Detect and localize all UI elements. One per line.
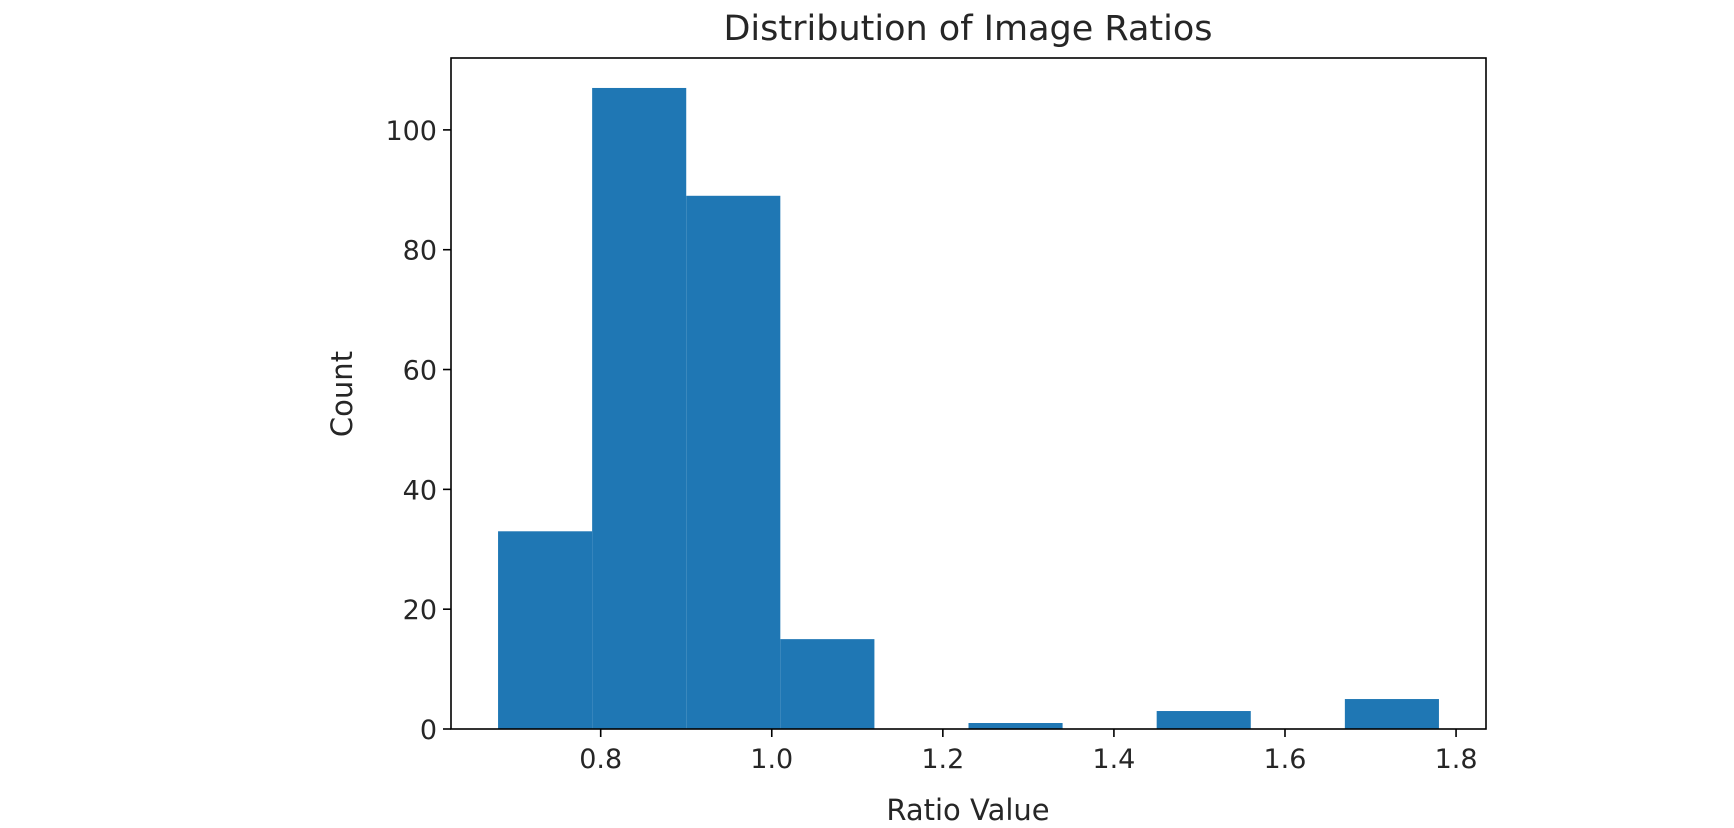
histogram-bar-6: [968, 723, 1063, 729]
x-axis-label: Ratio Value: [886, 793, 1049, 827]
histogram-bar-3: [686, 195, 781, 730]
x-tick-label: 1.8: [1435, 744, 1478, 775]
histogram-bar-4: [780, 639, 875, 729]
y-tick-label: 80: [403, 236, 437, 267]
x-tick-label: 1.4: [1092, 744, 1135, 775]
x-tick-label: 1.0: [750, 744, 793, 775]
x-tick-label: 1.6: [1264, 744, 1307, 775]
x-tick-label: 0.8: [579, 744, 622, 775]
x-tick-label: 1.2: [921, 744, 964, 775]
x-axis-ticks: 0.8 1.0 1.2 1.4 1.6 1.8: [579, 729, 1478, 775]
bars-group: [498, 87, 1439, 730]
histogram-bar-10: [1344, 699, 1439, 729]
plot-frame: [450, 57, 1487, 730]
y-tick-label: 100: [385, 116, 437, 147]
y-tick-label: 60: [403, 356, 437, 387]
y-tick-label: 40: [403, 475, 437, 506]
y-tick-label: 20: [403, 595, 437, 626]
y-tick-label: 0: [420, 715, 437, 746]
y-axis-label: Count: [325, 351, 359, 437]
histogram-bar-8: [1156, 711, 1251, 729]
histogram-bar-1: [498, 531, 593, 729]
histogram-bar-2: [592, 87, 687, 729]
chart-title: Distribution of Image Ratios: [723, 9, 1212, 49]
y-axis-ticks: 0 20 40 60 80 100: [385, 116, 451, 746]
